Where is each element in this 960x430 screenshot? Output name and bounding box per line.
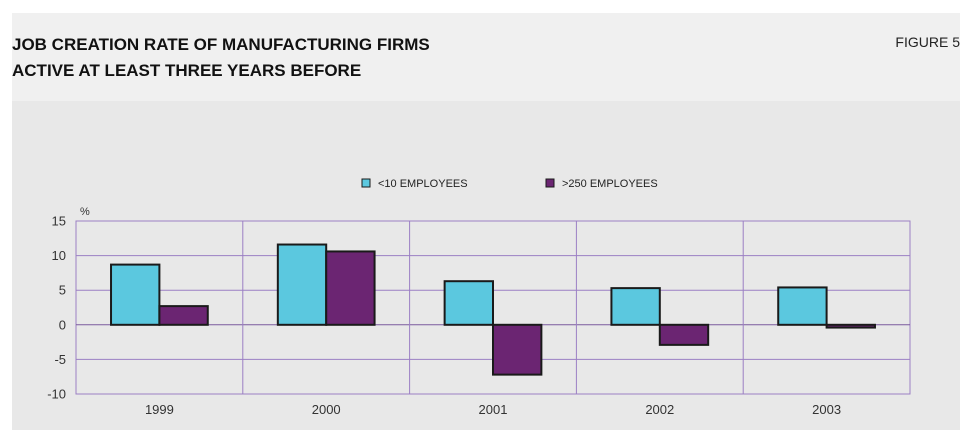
chart-header: JOB CREATION RATE OF MANUFACTURING FIRMS… bbox=[12, 13, 960, 101]
legend: <10 EMPLOYEES >250 EMPLOYEES bbox=[361, 178, 658, 190]
bar-small-firms-2003 bbox=[777, 286, 828, 326]
chart-panel: % 15 10 5 0 -5 -10 1999 2000 2001 2002 2003 <10 EM… bbox=[12, 101, 960, 430]
legend-swatch-small-firms bbox=[361, 178, 371, 188]
plot-frame bbox=[75, 220, 911, 395]
bar-large-firms-2003 bbox=[825, 323, 876, 329]
bar-small-firms-2001 bbox=[443, 280, 494, 326]
bar-small-firms-2002 bbox=[610, 287, 661, 326]
legend-label-large-firms: >250 EMPLOYEES bbox=[562, 178, 658, 190]
y-tick-label: 5 bbox=[59, 283, 66, 298]
y-tick-label: -5 bbox=[54, 352, 66, 367]
bar-small-firms-1999 bbox=[110, 263, 161, 326]
y-tick-label: 10 bbox=[52, 248, 66, 263]
y-tick-label: 15 bbox=[52, 214, 66, 229]
chart-title: JOB CREATION RATE OF MANUFACTURING FIRMS… bbox=[12, 35, 430, 80]
y-tick-label: 0 bbox=[59, 317, 66, 332]
bar-large-firms-2002 bbox=[658, 323, 710, 346]
figure-label: FIGURE 5 bbox=[895, 34, 960, 50]
axis-labels: % 15 10 5 0 -5 -10 1999 2000 2001 2002 2003 bbox=[47, 206, 841, 417]
grid-lines bbox=[75, 220, 911, 395]
legend-swatch-large-firms bbox=[545, 178, 555, 188]
x-category-label: 2001 bbox=[479, 402, 508, 417]
bar-large-firms-1999 bbox=[158, 305, 209, 326]
x-category-label: 1999 bbox=[145, 402, 174, 417]
bar-large-firms-2001 bbox=[492, 323, 543, 376]
legend-label-small-firms: <10 EMPLOYEES bbox=[378, 178, 468, 190]
x-category-label: 2000 bbox=[312, 402, 341, 417]
bars bbox=[110, 243, 876, 376]
bar-chart: % 15 10 5 0 -5 -10 1999 2000 2001 2002 2003 <10 EM… bbox=[47, 178, 911, 417]
x-category-label: 2002 bbox=[645, 402, 674, 417]
y-tick-label: -10 bbox=[47, 387, 66, 402]
x-category-label: 2003 bbox=[812, 402, 841, 417]
bar-large-firms-2000 bbox=[325, 250, 376, 326]
bar-small-firms-2000 bbox=[276, 243, 328, 326]
y-unit-label: % bbox=[80, 206, 90, 218]
